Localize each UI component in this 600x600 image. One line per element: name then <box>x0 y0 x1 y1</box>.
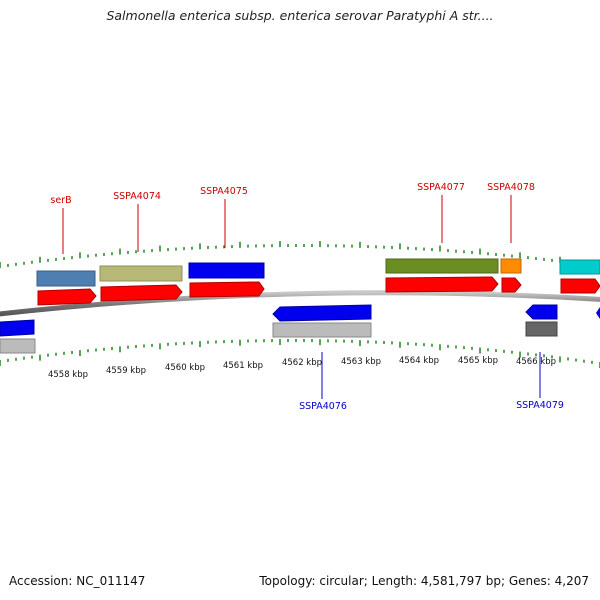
cds-arrow-forward[interactable] <box>501 277 522 293</box>
feature-block[interactable] <box>525 321 558 337</box>
feature-block[interactable] <box>0 338 36 354</box>
feature-block[interactable] <box>500 258 522 274</box>
cds-arrow-forward[interactable] <box>100 284 183 302</box>
scale-label: 4561 kbp <box>223 361 263 371</box>
gene-labels: serB SSPA4074 SSPA4075 SSPA4077 SSPA4078 SSPA… <box>50 182 564 412</box>
cds-track-forward <box>37 276 600 306</box>
scale-label: 4564 kbp <box>399 356 439 366</box>
feature-block[interactable] <box>385 258 499 274</box>
scale-label: 4562 kbp <box>282 358 322 368</box>
cds-arrow-reverse[interactable] <box>596 307 600 319</box>
cds-arrow-reverse[interactable] <box>0 319 35 337</box>
gene-label[interactable]: serB <box>50 195 71 206</box>
scale-label: 4565 kbp <box>458 356 498 366</box>
gene-label[interactable]: SSPA4077 <box>417 182 465 193</box>
feature-track-outer <box>36 258 600 287</box>
cds-arrow-reverse[interactable] <box>525 304 558 320</box>
scale-label: 4566 kbp <box>516 357 556 367</box>
scale-label: 4559 kbp <box>106 366 146 376</box>
cds-arrow-forward[interactable] <box>560 278 600 294</box>
cds-track-reverse <box>0 304 600 337</box>
map-title: Salmonella enterica subsp. enterica sero… <box>106 8 494 23</box>
feature-block[interactable] <box>188 262 265 279</box>
feature-block[interactable] <box>272 322 372 338</box>
gene-label[interactable]: SSPA4079 <box>516 400 564 411</box>
scale-label: 4563 kbp <box>341 357 381 367</box>
lower-tick-track <box>0 338 600 368</box>
cds-arrow-forward[interactable] <box>37 288 97 306</box>
genome-backbone <box>0 290 600 317</box>
feature-block[interactable] <box>99 265 183 282</box>
cds-arrow-forward[interactable] <box>385 276 499 293</box>
feature-block[interactable] <box>36 270 96 287</box>
scale-label: 4558 kbp <box>48 370 88 380</box>
gene-label[interactable]: SSPA4075 <box>200 186 248 197</box>
genome-summary-text: Topology: circular; Length: 4,581,797 bp… <box>259 574 589 588</box>
cds-arrow-forward[interactable] <box>189 281 265 298</box>
accession-text: Accession: NC_011147 <box>9 574 146 588</box>
gene-label[interactable]: SSPA4076 <box>299 401 347 412</box>
feature-track-inner <box>0 321 558 354</box>
gene-label[interactable]: SSPA4074 <box>113 191 161 202</box>
gene-label[interactable]: SSPA4078 <box>487 182 535 193</box>
scale-labels: 4558 kbp 4559 kbp 4560 kbp 4561 kbp 4562 kbp… <box>48 356 556 380</box>
feature-block[interactable] <box>559 259 600 275</box>
cds-arrow-reverse[interactable] <box>272 304 372 322</box>
scale-label: 4560 kbp <box>165 363 205 373</box>
